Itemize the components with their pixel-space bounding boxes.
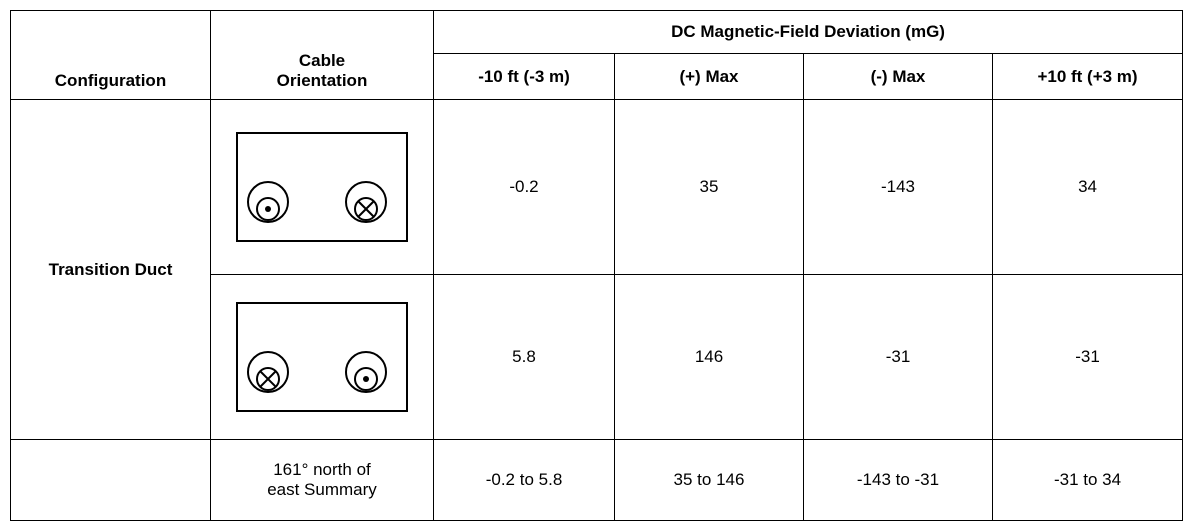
header-cell: Configuration — [10, 10, 211, 100]
orientation-cell — [210, 274, 434, 440]
cell: -143 to -31 — [803, 439, 993, 521]
cell: -31 to 34 — [991, 439, 1184, 521]
cell — [10, 439, 211, 521]
cell: 35 — [614, 99, 804, 275]
orientation-cell — [210, 99, 434, 275]
header-cell: +10 ft (+3 m) — [991, 53, 1184, 100]
cell: -31 — [803, 274, 993, 440]
deviation-table: Configuration Cable Orientation DC Magne… — [10, 10, 1184, 521]
header-cell: (-) Max — [803, 53, 993, 100]
cell: -0.2 — [433, 99, 615, 275]
cell: -143 — [803, 99, 993, 275]
row: 161° north of east Summary -0.2 to 5.8 3… — [10, 439, 1184, 521]
cell: -31 — [991, 274, 1184, 440]
header-row: -10 ft (-3 m) (+) Max (-) Max +10 ft (+3… — [11, 53, 1184, 100]
cell: 146 — [614, 274, 804, 440]
cell: 34 — [991, 99, 1184, 275]
cable-diagram — [236, 132, 408, 242]
header-row: Configuration Cable Orientation DC Magne… — [10, 10, 1184, 100]
header-cell: Cable Orientation — [210, 10, 434, 100]
cell: -0.2 to 5.8 — [433, 439, 615, 521]
header-cell: (+) Max — [614, 53, 804, 100]
cell: 35 to 146 — [614, 439, 804, 521]
header-cell: -10 ft (-3 m) — [433, 53, 615, 100]
header-cell: DC Magnetic-Field Deviation (mG) — [432, 10, 1184, 54]
config-cell: Transition Duct — [10, 99, 211, 440]
row: 5.8 146 -31 -31 — [11, 274, 1184, 440]
cable-diagram — [236, 302, 408, 412]
summary-label: 161° north of east Summary — [210, 439, 434, 521]
cell: 5.8 — [433, 274, 615, 440]
row: Transition Duct -0.2 35 -143 34 — [10, 99, 1184, 440]
